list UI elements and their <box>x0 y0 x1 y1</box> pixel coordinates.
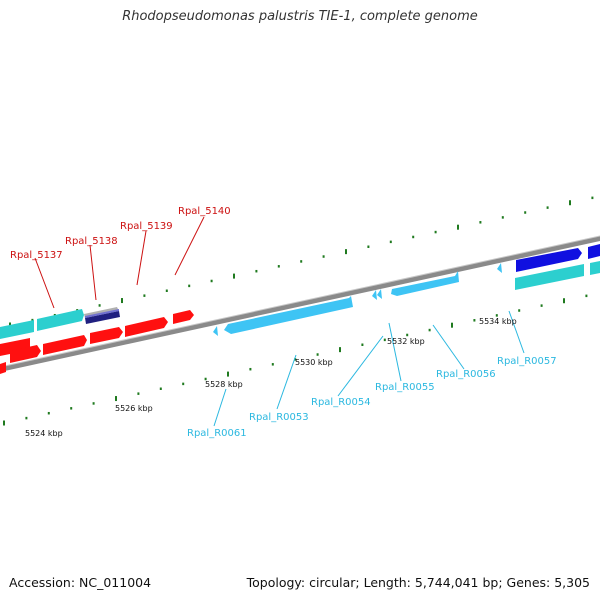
gene-label-rpal-5139[interactable]: Rpal_5139 <box>120 221 173 232</box>
kbp-label-5530: 5530 kbp <box>295 358 333 367</box>
scale-ticks-top <box>9 196 594 328</box>
kbp-label-5532: 5532 kbp <box>387 337 425 346</box>
gene-lb-small-4[interactable] <box>497 263 502 273</box>
kbp-label-5526: 5526 kbp <box>115 404 153 413</box>
gene-teal-2[interactable] <box>37 309 84 331</box>
topology-text: Topology: circular; Length: 5,744,041 bp… <box>246 575 590 590</box>
accession-text: Accession: NC_011004 <box>9 575 152 590</box>
gene-red-5[interactable] <box>125 317 168 337</box>
genome-backbone <box>0 236 600 372</box>
gene-blue-right-2[interactable] <box>588 244 600 259</box>
genes-forward <box>0 244 600 339</box>
gene-lb-small-1[interactable] <box>372 290 377 300</box>
gene-label-rpal-r0053[interactable]: Rpal_R0053 <box>249 412 309 423</box>
scale-ticks-bottom <box>3 294 588 426</box>
gene-label-rpal-r0055[interactable]: Rpal_R0055 <box>375 382 435 393</box>
gene-red-left[interactable] <box>0 362 6 374</box>
gene-blue-right[interactable] <box>516 248 582 272</box>
gene-label-lines <box>34 216 525 427</box>
genes-reverse <box>0 263 502 374</box>
gene-teal-1[interactable] <box>0 320 34 339</box>
gene-teal-right[interactable] <box>515 264 584 290</box>
gene-lb-small-2[interactable] <box>377 289 382 299</box>
gene-label-rpal-5138[interactable]: Rpal_5138 <box>65 236 118 247</box>
gene-lb-right[interactable] <box>391 271 459 296</box>
gene-lb-large[interactable] <box>224 296 353 334</box>
gene-label-rpal-r0054[interactable]: Rpal_R0054 <box>311 397 371 408</box>
gene-teal-right-2[interactable] <box>590 261 600 275</box>
kbp-label-5534: 5534 kbp <box>479 317 517 326</box>
genome-title: Rhodopseudomonas palustris TIE-1, comple… <box>122 9 478 24</box>
gene-red-3[interactable] <box>43 335 87 355</box>
gene-red-4[interactable] <box>90 327 123 344</box>
gene-navy-stripe <box>85 309 119 318</box>
gene-label-rpal-r0061[interactable]: Rpal_R0061 <box>187 428 247 439</box>
gene-red-6[interactable] <box>173 310 194 324</box>
kbp-label-5524: 5524 kbp <box>25 429 63 438</box>
gene-navy-1[interactable] <box>85 311 120 324</box>
kbp-label-5528: 5528 kbp <box>205 380 243 389</box>
gene-labels-bottom: Rpal_R0061 Rpal_R0053 Rpal_R0054 Rpal_R0… <box>187 356 557 439</box>
gene-labels-top: Rpal_5137 Rpal_5138 Rpal_5139 Rpal_5140 <box>10 206 231 261</box>
gene-label-rpal-r0057[interactable]: Rpal_R0057 <box>497 356 557 367</box>
gene-label-rpal-5140[interactable]: Rpal_5140 <box>178 206 231 217</box>
gene-lb-small-3[interactable] <box>213 326 218 336</box>
scale-labels: 5524 kbp 5526 kbp 5528 kbp 5530 kbp 5532… <box>25 317 517 438</box>
gene-label-rpal-r0056[interactable]: Rpal_R0056 <box>436 369 496 380</box>
genome-backbone-highlight <box>0 235 600 368</box>
gene-label-rpal-5137[interactable]: Rpal_5137 <box>10 250 63 261</box>
gene-red-2[interactable] <box>10 345 41 363</box>
